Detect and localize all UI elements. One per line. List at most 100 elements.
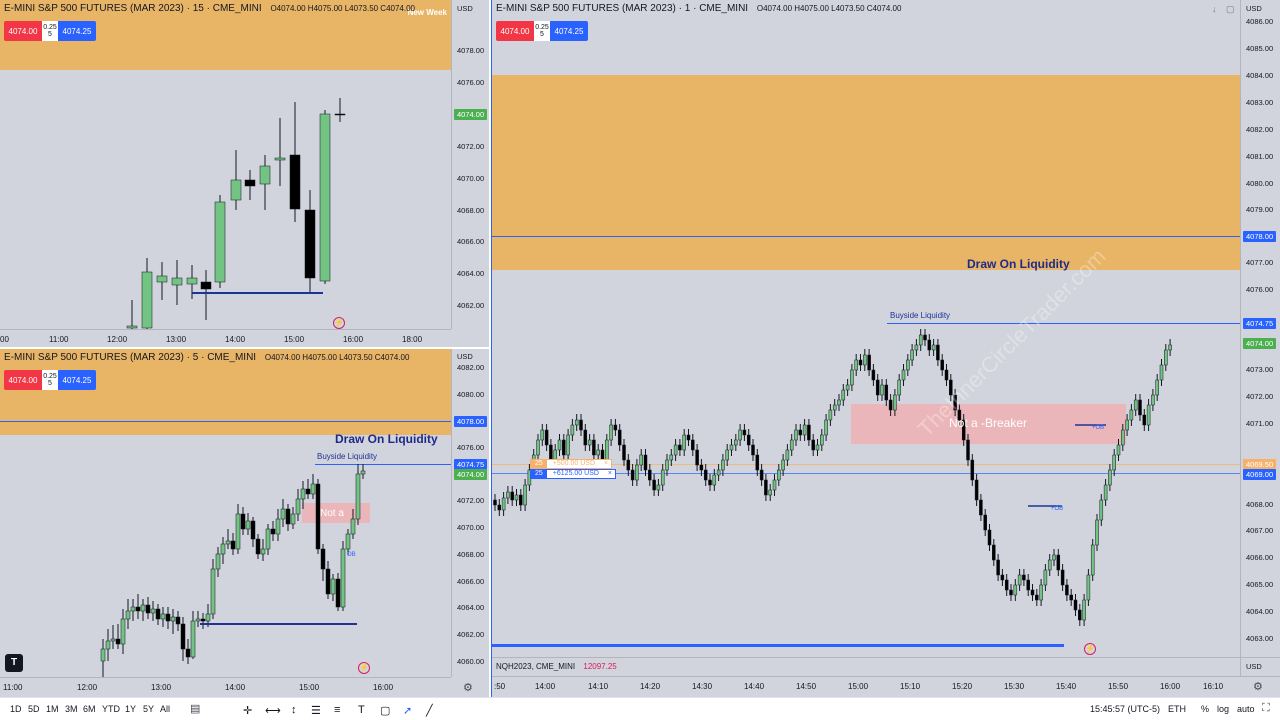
price-tick: 4085.00 <box>1246 44 1274 53</box>
qty-value[interactable]: 5 <box>540 31 544 38</box>
price-tick: 4072.00 <box>457 142 485 151</box>
session-label[interactable]: ETH <box>1168 704 1186 714</box>
symbol-title[interactable]: E-MINI S&P 500 FUTURES (MAR 2023) · 15 ·… <box>4 3 262 14</box>
range-1y[interactable]: 1Y <box>125 704 137 714</box>
rectangle-icon[interactable]: ▢ <box>380 705 391 717</box>
text-icon[interactable]: T <box>358 704 365 716</box>
qty-value[interactable]: 5 <box>48 380 52 387</box>
candle-body <box>195 618 201 622</box>
fullscreen-icon[interactable]: ⛶ <box>1262 702 1270 714</box>
chart-pane-1m[interactable]: TheInnerCircleTrader.com Draw On Liquidi… <box>491 0 1280 697</box>
price-axis[interactable]: USD 4082.00 4080.00 4078.00 4076.00 4074… <box>451 349 489 677</box>
candle-body <box>1129 409 1134 421</box>
candle-body <box>961 419 966 441</box>
plot-area[interactable]: New Week ⚡ <box>0 0 451 329</box>
candle-body <box>1138 399 1142 416</box>
buy-button[interactable]: 4074.25 <box>550 21 588 41</box>
candle-body <box>1168 344 1172 351</box>
arrow-icon[interactable]: ➚ <box>403 705 413 717</box>
crosshair-icon[interactable]: ✛ <box>243 705 253 717</box>
compare-symbol[interactable]: NQH2023, CME_MINI <box>496 662 576 671</box>
fib-icon[interactable]: ☰ <box>311 705 321 717</box>
date-range-icon[interactable]: ▤ <box>190 703 201 715</box>
auto-toggle[interactable]: auto <box>1237 704 1255 714</box>
price-axis[interactable]: USD 4086.00 4085.00 4084.00 4083.00 4082… <box>1240 0 1280 657</box>
time-axis[interactable]: 00 11:00 12:00 13:00 14:00 15:00 16:00 1… <box>0 329 451 347</box>
symbol-title[interactable]: E-MINI S&P 500 FUTURES (MAR 2023) · 5 · … <box>4 352 257 363</box>
candle-body <box>562 439 566 456</box>
range-1m[interactable]: 1M <box>46 704 59 714</box>
horizontal-ray-icon[interactable]: ⟷ <box>265 705 281 717</box>
range-5d[interactable]: 5D <box>28 704 40 714</box>
candle-body <box>274 157 286 161</box>
candle-body <box>622 444 626 461</box>
compare-value: 12097.25 <box>583 662 617 671</box>
candle-body <box>910 349 914 361</box>
alert-icon[interactable]: ⚡ <box>1084 643 1096 655</box>
position-box[interactable]: 25 +6125.00 USD × <box>530 469 617 479</box>
candle-body <box>1159 364 1164 381</box>
range-3m[interactable]: 3M <box>65 704 78 714</box>
sell-button[interactable]: 4074.00 <box>4 21 42 41</box>
range-all[interactable]: All <box>160 704 171 714</box>
qty-value[interactable]: 5 <box>48 31 52 38</box>
time-tick: 13:00 <box>151 683 172 692</box>
chart-pane-15m[interactable]: New Week ⚡ E-MINI S&P 500 FUTURES (MAR 2… <box>0 0 489 347</box>
currency-label[interactable]: USD <box>457 352 473 361</box>
buy-button[interactable]: 4074.25 <box>58 21 96 41</box>
time-tick: 14:00 <box>225 335 246 344</box>
alert-icon[interactable]: ⚡ <box>333 317 345 329</box>
range-6m[interactable]: 6M <box>83 704 96 714</box>
close-icon[interactable]: × <box>604 460 609 467</box>
vertical-line-icon[interactable]: ↕ <box>291 704 297 716</box>
price-tick: 4062.00 <box>457 630 485 639</box>
candle-body <box>1078 609 1082 621</box>
buy-button[interactable]: 4074.25 <box>58 370 96 390</box>
candle-body <box>1009 589 1013 596</box>
candle-body <box>1073 599 1078 611</box>
settings-gear-icon[interactable]: ⚙ <box>463 682 473 694</box>
download-icon[interactable]: ↓ <box>1212 4 1217 14</box>
maximize-icon[interactable]: ▢ <box>1226 4 1235 14</box>
log-toggle[interactable]: log <box>1217 704 1230 714</box>
currency-label[interactable]: USD <box>1246 4 1262 13</box>
sub-pane-header: NQH2023, CME_MINI 12097.25 <box>496 662 617 671</box>
settings-gear-icon[interactable]: ⚙ <box>1253 681 1263 693</box>
time-tick: 11:00 <box>49 335 69 344</box>
price-tick: 4063.00 <box>1246 634 1274 643</box>
buyside-price-tag: 4074.75 <box>1243 318 1277 329</box>
price-tick: 4070.00 <box>457 174 485 183</box>
sell-button[interactable]: 4074.00 <box>4 370 42 390</box>
tradingview-logo[interactable]: T <box>5 654 23 672</box>
alert-icon[interactable]: ⚡ <box>358 662 370 674</box>
sell-button[interactable]: 4074.00 <box>496 21 534 41</box>
currency-label[interactable]: USD <box>1246 662 1262 671</box>
sub-pane[interactable]: NQH2023, CME_MINI 12097.25 <box>492 657 1240 676</box>
parallel-channel-icon[interactable]: ≡ <box>334 704 341 716</box>
candle-body <box>160 613 166 620</box>
range-5y[interactable]: 5Y <box>143 704 155 714</box>
candle-body <box>725 449 729 461</box>
plot-area[interactable]: TheInnerCircleTrader.com Draw On Liquidi… <box>492 0 1240 657</box>
currency-label[interactable]: USD <box>457 4 473 13</box>
clock-label[interactable]: 15:45:57 (UTC-5) <box>1090 704 1161 714</box>
time-axis[interactable]: 11:00 12:00 13:00 14:00 15:00 16:00 ⚙ <box>0 677 473 697</box>
symbol-title[interactable]: E-MINI S&P 500 FUTURES (MAR 2023) · 1 · … <box>496 3 749 14</box>
spread-value: 0.25 <box>43 24 57 31</box>
sub-price-axis[interactable]: USD <box>1240 657 1280 676</box>
chart-pane-5m[interactable]: Draw On Liquidity Buyside Liquidity Not … <box>0 349 489 697</box>
plot-area[interactable]: Draw On Liquidity Buyside Liquidity Not … <box>0 349 451 677</box>
tp-order-box[interactable]: 25 +500.00 USD × <box>530 459 613 469</box>
close-icon[interactable]: × <box>607 470 613 477</box>
price-axis[interactable]: USD 4078.00 4076.00 4074.00 4072.00 4070… <box>451 0 489 329</box>
range-1d[interactable]: 1D <box>10 704 22 714</box>
not-a-label: Not a <box>320 508 344 519</box>
time-axis[interactable]: :50 14:00 14:10 14:20 14:30 14:40 14:50 … <box>492 676 1280 697</box>
percent-toggle[interactable]: % <box>1201 704 1210 714</box>
range-ytd[interactable]: YTD <box>102 704 120 714</box>
premium-zone <box>0 349 451 435</box>
time-tick: :50 <box>494 682 506 691</box>
candle-body <box>145 604 151 614</box>
trend-line-icon[interactable]: ╱ <box>426 705 433 717</box>
time-tick: 14:20 <box>640 682 661 691</box>
